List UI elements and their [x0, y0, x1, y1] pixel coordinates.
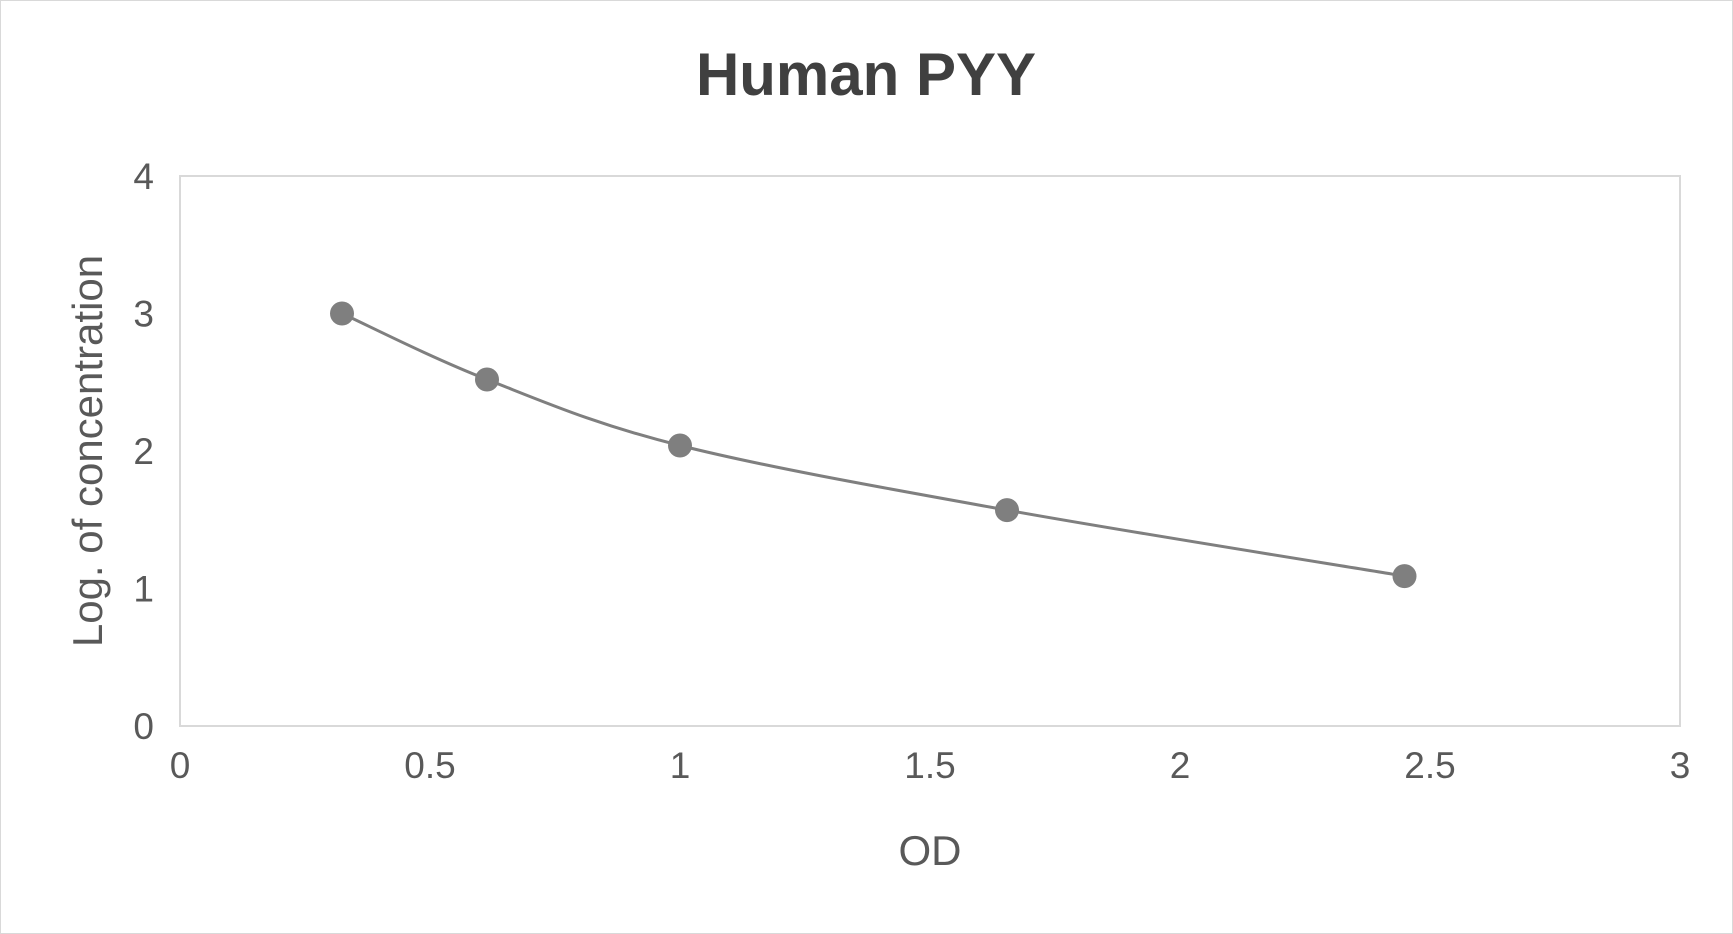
y-axis-label: Log. of concentration [64, 255, 111, 647]
y-tick-label: 2 [133, 431, 154, 472]
x-tick-label: 3 [1670, 745, 1691, 786]
y-tick-label: 0 [133, 706, 154, 747]
data-points [330, 301, 1417, 589]
x-tick-label: 0 [170, 745, 191, 786]
x-tick-label: 1 [670, 745, 691, 786]
data-point [1392, 564, 1417, 589]
x-tick-label: 1.5 [904, 745, 955, 786]
x-tick-label: 0.5 [404, 745, 455, 786]
data-point [475, 367, 499, 392]
x-axis-label: OD [899, 827, 962, 874]
data-point [995, 498, 1019, 523]
y-tick-label: 1 [133, 569, 154, 610]
y-tick-label: 3 [133, 294, 154, 335]
series-line [341, 312, 1405, 578]
plot-area [179, 175, 1681, 727]
x-axis: 0 0.5 1 1.5 2 2.5 3 [170, 745, 1691, 786]
data-point [668, 433, 692, 458]
y-axis: 0 1 2 3 4 [133, 156, 154, 747]
chart-title: Human PYY [696, 41, 1036, 108]
x-tick-label: 2.5 [1404, 745, 1455, 786]
y-tick-label: 4 [133, 156, 154, 197]
data-point [330, 301, 354, 326]
x-tick-label: 2 [1170, 745, 1191, 786]
